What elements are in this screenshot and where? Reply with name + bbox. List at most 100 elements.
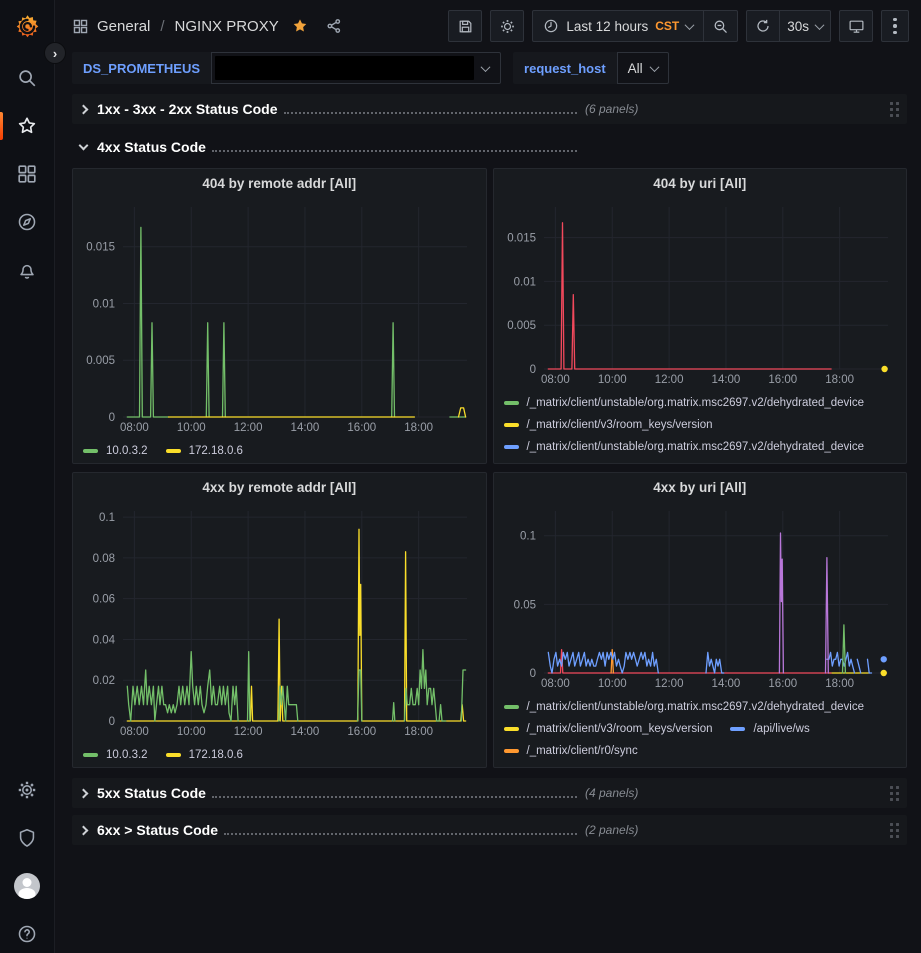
row-title: 6xx > Status Code — [97, 822, 218, 838]
dashboard-settings-button[interactable] — [490, 10, 525, 42]
refresh-button[interactable] — [746, 10, 781, 42]
help-icon[interactable] — [0, 920, 55, 948]
request-host-variable-select[interactable]: All — [616, 52, 669, 84]
row-title: 4xx Status Code — [97, 139, 206, 155]
grafana-logo[interactable] — [0, 12, 55, 40]
dashboards-icon[interactable] — [0, 160, 55, 188]
kebab-menu-button[interactable] — [881, 10, 909, 42]
legend-item[interactable]: /_matrix/client/r0/sync — [503, 740, 638, 762]
refresh-interval-label: 30s — [787, 18, 809, 34]
row-drag-handle[interactable] — [890, 101, 899, 117]
top-navbar: General / NGINX PROXY — [55, 0, 921, 52]
settings-gear-icon[interactable] — [0, 776, 55, 804]
legend-item[interactable]: 172.18.0.6 — [165, 440, 243, 462]
svg-text:0.015: 0.015 — [86, 242, 115, 254]
explore-compass-icon[interactable] — [0, 208, 55, 236]
row-drag-handle[interactable] — [890, 822, 899, 838]
legend-item[interactable]: 10.0.3.2 — [83, 744, 148, 766]
legend-item[interactable]: /sw.js — [730, 458, 781, 463]
panel-title-bar[interactable]: 4xx by uri [All] — [494, 473, 907, 501]
datasource-variable-label[interactable]: DS_PROMETHEUS — [72, 52, 212, 84]
starred-dashboards-icon[interactable] — [0, 112, 55, 140]
zoom-out-time-button[interactable] — [704, 10, 739, 42]
legend-item[interactable]: /api/live/ws — [730, 718, 810, 740]
favorite-star-icon[interactable] — [287, 17, 313, 35]
user-avatar[interactable] — [0, 872, 55, 900]
svg-text:0: 0 — [529, 668, 535, 680]
panel-title-bar[interactable]: 404 by uri [All] — [494, 169, 907, 197]
breadcrumb-section[interactable]: General — [97, 17, 151, 35]
svg-text:10:00: 10:00 — [597, 678, 626, 690]
svg-text:14:00: 14:00 — [291, 726, 320, 738]
alerting-bell-icon[interactable] — [0, 256, 55, 284]
svg-text:0: 0 — [109, 716, 115, 728]
row-header-4xx[interactable]: 4xx Status Code — [72, 132, 907, 162]
panel-title: 4xx by uri [All] — [653, 479, 747, 495]
chevron-right-icon — [78, 788, 89, 798]
request-host-variable-label[interactable]: request_host — [513, 52, 617, 84]
legend-item[interactable]: 10.0.3.2 — [83, 440, 148, 462]
chevron-down-icon — [814, 19, 825, 30]
svg-text:0.01: 0.01 — [513, 276, 535, 288]
legend-label: /_matrix/client/v3/room_keys/version — [526, 419, 713, 431]
sidebar-bottom — [0, 776, 55, 953]
svg-text:0.01: 0.01 — [93, 298, 115, 310]
chevron-down-icon — [649, 61, 660, 72]
search-icon[interactable] — [0, 64, 55, 92]
svg-text:16:00: 16:00 — [347, 422, 376, 434]
legend-item[interactable]: /_matrix/client/v3/room_keys/version — [503, 718, 712, 740]
dotted-leader — [211, 150, 577, 152]
legend-item[interactable]: 172.18.0.6 — [165, 744, 243, 766]
svg-text:10:00: 10:00 — [177, 726, 206, 738]
legend-item[interactable]: /_matrix/client/unstable/org.matrix.msc2… — [503, 392, 864, 414]
time-series-plot[interactable]: 08:00 10:00 12:00 14:00 16:00 18:00 0 0.02 0.04 0… — [73, 501, 486, 742]
sidebar-expand-button[interactable]: › — [44, 42, 66, 64]
time-series-plot[interactable]: 08:00 10:00 12:00 14:00 16:00 18:00 0 0.05 0.1 — [494, 501, 907, 694]
save-dashboard-button[interactable] — [448, 10, 483, 42]
panel-4xx-by-remote-addr: 4xx by remote addr [All] 08:00 10:00 12:00… — [72, 472, 487, 768]
legend-item[interactable]: /_matrix/client/unstable/org.matrix.msc2… — [503, 696, 864, 718]
legend-swatch — [165, 449, 181, 453]
row-header-5xx[interactable]: 5xx Status Code (4 panels) — [72, 778, 907, 808]
legend-label: 172.18.0.6 — [188, 445, 243, 457]
svg-text:0.005: 0.005 — [86, 355, 115, 367]
panel-title-bar[interactable]: 4xx by remote addr [All] — [73, 473, 486, 501]
refresh-interval-dropdown[interactable]: 30s — [780, 10, 831, 42]
chevron-down-icon — [480, 62, 491, 73]
panel-legend: /_matrix/client/unstable/org.matrix.msc2… — [494, 694, 907, 767]
svg-text:0.05: 0.05 — [513, 599, 535, 611]
panel-legend: 10.0.3.2 172.18.0.6 — [73, 742, 486, 767]
legend-swatch — [503, 423, 519, 427]
svg-text:10:00: 10:00 — [177, 422, 206, 434]
row-drag-handle[interactable] — [890, 785, 899, 801]
dashboard-variables-bar: DS_PROMETHEUS request_host All — [55, 52, 921, 88]
time-series-plot[interactable]: 08:00 10:00 12:00 14:00 16:00 18:00 0 0.005 0.01… — [73, 197, 486, 438]
row-header-1xx-3xx-2xx[interactable]: 1xx - 3xx - 2xx Status Code (6 panels) — [72, 94, 907, 124]
dotted-leader — [211, 796, 577, 798]
legend-item[interactable]: /_matrix/client/unstable/org.matrix.msc2… — [503, 436, 864, 458]
clock-icon — [545, 19, 558, 33]
panel-title-bar[interactable]: 404 by remote addr [All] — [73, 169, 486, 197]
breadcrumb-separator: / — [160, 17, 165, 35]
legend-swatch — [503, 445, 519, 449]
row-panel-count: (6 panels) — [585, 102, 639, 116]
time-series-plot[interactable]: 08:00 10:00 12:00 14:00 16:00 18:00 0 0.005 0.01… — [494, 197, 907, 390]
datasource-variable-select[interactable] — [211, 52, 502, 84]
svg-text:12:00: 12:00 — [654, 678, 683, 690]
legend-item[interactable]: /_matrix/client/v3/room_keys/version — [504, 458, 713, 463]
chevron-down-icon — [78, 140, 89, 150]
legend-item[interactable]: /_matrix/client/unstable/org.matrix.msc2… — [504, 762, 865, 767]
svg-text:18:00: 18:00 — [825, 374, 854, 386]
svg-text:08:00: 08:00 — [120, 422, 149, 434]
share-icon[interactable] — [321, 17, 347, 35]
legend-item[interactable]: /_matrix/client/v3/room_keys/version — [503, 414, 713, 436]
admin-shield-icon[interactable] — [0, 824, 55, 852]
panel-title: 404 by uri [All] — [653, 175, 747, 191]
cycle-view-mode-button[interactable] — [839, 10, 873, 42]
row-header-6xx[interactable]: 6xx > Status Code (2 panels) — [72, 815, 907, 845]
time-range-picker[interactable]: Last 12 hours CST — [532, 10, 705, 42]
request-host-variable: request_host All — [513, 52, 669, 84]
breadcrumb-dashboard-title[interactable]: NGINX PROXY — [174, 17, 279, 35]
time-range-label: Last 12 hours — [566, 18, 649, 34]
panel-legend: /_matrix/client/unstable/org.matrix.msc2… — [494, 390, 907, 463]
